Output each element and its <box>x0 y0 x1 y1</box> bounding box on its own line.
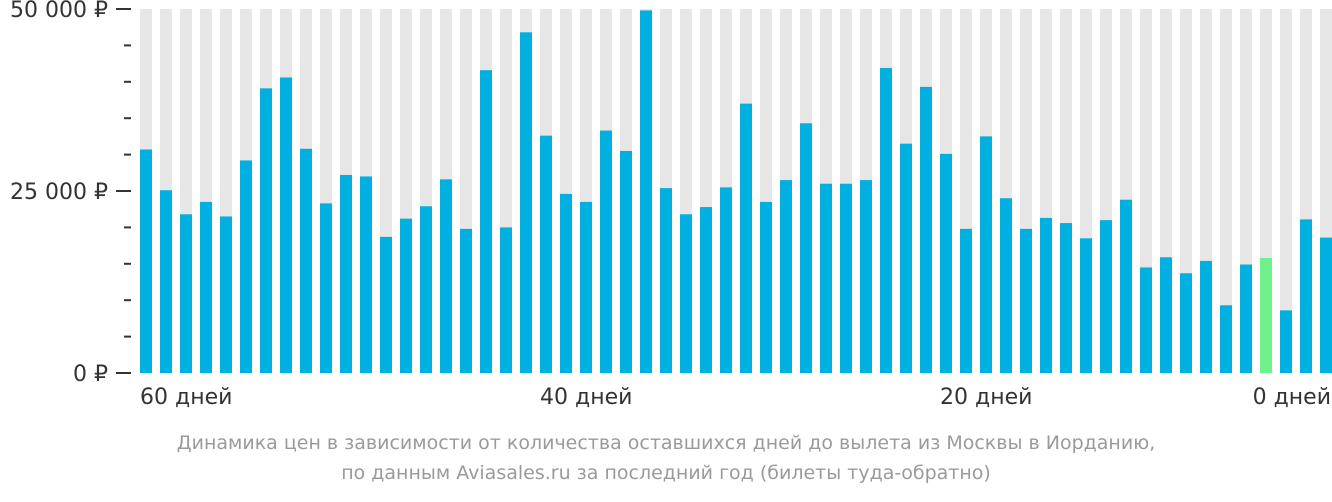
bar[interactable] <box>320 203 332 373</box>
bar[interactable] <box>1280 310 1292 373</box>
chart-caption-line2: по данным Aviasales.ru за последний год … <box>341 462 991 484</box>
bar[interactable] <box>1100 220 1112 373</box>
bar[interactable] <box>380 236 392 373</box>
bar-stripe <box>1220 9 1232 373</box>
bar[interactable] <box>580 201 592 373</box>
bar[interactable] <box>160 190 172 373</box>
bar[interactable] <box>820 183 832 373</box>
bar[interactable] <box>180 214 192 373</box>
bar[interactable] <box>940 153 952 373</box>
bar[interactable] <box>1220 305 1232 373</box>
bar[interactable] <box>1160 257 1172 373</box>
bar[interactable] <box>300 148 312 373</box>
bar[interactable] <box>1060 223 1072 373</box>
bar[interactable] <box>920 86 932 374</box>
bar-highlighted[interactable] <box>1260 257 1272 373</box>
bar[interactable] <box>840 183 852 373</box>
bar-stripe <box>1280 9 1292 373</box>
bar[interactable] <box>600 130 612 373</box>
x-axis: 60 дней 40 дней 20 дней 0 дней <box>140 385 1331 410</box>
background-stripes <box>140 9 1332 373</box>
bar[interactable] <box>900 143 912 373</box>
bar[interactable] <box>340 174 352 373</box>
bar[interactable] <box>240 160 252 373</box>
price-chart: 0 ₽ 25 000 ₽ 50 000 ₽ 60 дней 40 дней 20 дне… <box>10 0 1332 410</box>
y-axis: 0 ₽ 25 000 ₽ 50 000 ₽ <box>10 0 131 387</box>
bar[interactable] <box>1180 273 1192 373</box>
bar[interactable] <box>960 228 972 373</box>
bars-group <box>140 10 1332 374</box>
bar[interactable] <box>220 216 232 373</box>
chart-caption-line1: Динамика цен в зависимости от количества… <box>176 432 1156 454</box>
bar[interactable] <box>860 180 872 373</box>
bar[interactable] <box>400 218 412 373</box>
bar[interactable] <box>800 123 812 374</box>
x-tick-label: 0 дней <box>1253 385 1331 410</box>
bar[interactable] <box>760 201 772 373</box>
bar[interactable] <box>640 10 652 374</box>
bar[interactable] <box>440 179 452 373</box>
bar[interactable] <box>260 88 272 374</box>
bar[interactable] <box>880 67 892 373</box>
x-tick-label: 40 дней <box>540 385 632 410</box>
x-tick-label: 60 дней <box>140 385 232 410</box>
bar[interactable] <box>1300 219 1312 373</box>
bar[interactable] <box>1320 237 1332 373</box>
bar[interactable] <box>1140 267 1152 373</box>
bar[interactable] <box>1200 260 1212 373</box>
y-tick-label: 0 ₽ <box>73 362 108 387</box>
bar[interactable] <box>680 214 692 373</box>
bar[interactable] <box>740 103 752 373</box>
bar[interactable] <box>1240 264 1252 373</box>
bar[interactable] <box>980 136 992 373</box>
bar[interactable] <box>420 206 432 373</box>
bar[interactable] <box>360 176 372 373</box>
bar[interactable] <box>660 188 672 373</box>
bar[interactable] <box>700 207 712 373</box>
y-tick-label: 50 000 ₽ <box>10 0 108 23</box>
bar[interactable] <box>620 150 632 373</box>
bar[interactable] <box>140 149 152 373</box>
y-tick-label: 25 000 ₽ <box>10 180 108 205</box>
bar[interactable] <box>540 135 552 373</box>
bar[interactable] <box>780 180 792 373</box>
x-tick-label: 20 дней <box>940 385 1032 410</box>
bar[interactable] <box>1120 199 1132 373</box>
bar[interactable] <box>200 201 212 373</box>
bar[interactable] <box>460 228 472 373</box>
bar[interactable] <box>720 187 732 373</box>
bar[interactable] <box>280 77 292 373</box>
bar[interactable] <box>560 193 572 373</box>
bar[interactable] <box>1080 238 1092 373</box>
bar[interactable] <box>1020 228 1032 373</box>
bar[interactable] <box>1000 198 1012 373</box>
bar[interactable] <box>1040 217 1052 373</box>
bar[interactable] <box>480 70 492 373</box>
bar[interactable] <box>500 227 512 373</box>
bar[interactable] <box>520 32 532 374</box>
